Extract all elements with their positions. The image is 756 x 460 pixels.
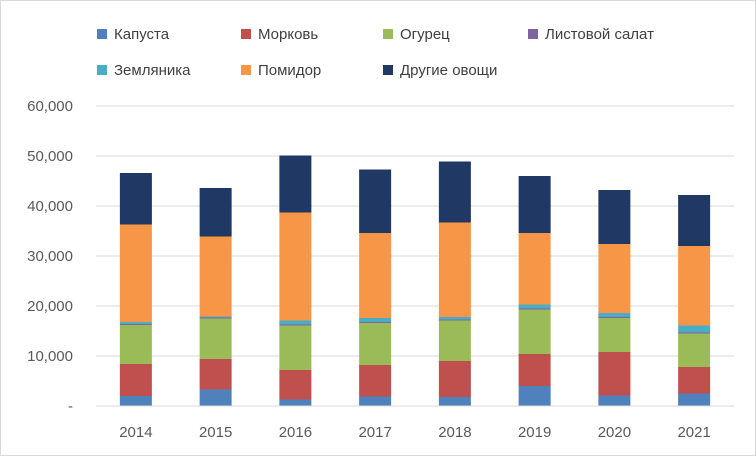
x-axis: 2014 2015 2016 2017 2018 2019 2020 2021 (96, 405, 734, 441)
bar-segment (359, 323, 392, 365)
bar-segment (359, 318, 392, 322)
bar-segment (678, 246, 711, 326)
bar-segment (518, 308, 551, 310)
bar-segment (678, 332, 711, 334)
legend-item: Листовой салат (528, 26, 654, 43)
bar-segment (518, 176, 551, 233)
legend-label: Огурец (400, 26, 450, 43)
bar-segment (119, 364, 152, 396)
y-tick-label: - (68, 398, 73, 415)
y-tick-label: 10,000 (27, 348, 73, 365)
bar-segment (678, 393, 711, 406)
legend-swatch (528, 29, 538, 39)
bar-segment (279, 155, 312, 213)
bar-segment (518, 354, 551, 386)
y-tick-label: 30,000 (27, 248, 73, 265)
legend-swatch (383, 65, 393, 75)
bar-segment (359, 396, 392, 406)
legend-label: Помидор (258, 62, 321, 79)
bar-segment (199, 318, 232, 359)
bar-segment (598, 244, 631, 313)
legend-label: Капуста (114, 26, 170, 43)
bar-segment (359, 169, 392, 233)
legend-item: Огурец (383, 26, 450, 43)
bar-segment (438, 361, 471, 397)
bars (119, 155, 711, 406)
legend-item: Морковь (241, 26, 318, 43)
bar-segment (279, 320, 312, 325)
legend-item: Земляника (97, 62, 191, 79)
bar-segment (678, 325, 711, 333)
legend-item: Другие овощи (383, 62, 497, 79)
gridlines (96, 105, 734, 357)
bar-segment (518, 309, 551, 354)
bar-segment (438, 319, 471, 321)
bar-segment (359, 365, 392, 397)
bar-segment (598, 352, 631, 396)
bar-segment (518, 304, 551, 309)
bar-segment (199, 188, 232, 237)
bar-segment (279, 325, 312, 370)
x-tick-label: 2019 (518, 424, 551, 441)
bar-segment (279, 399, 312, 406)
y-tick-label: 60,000 (27, 98, 73, 115)
y-tick-label: 20,000 (27, 298, 73, 315)
legend-swatch (383, 29, 393, 39)
legend-label: Морковь (258, 26, 318, 43)
bar-segment (598, 318, 631, 352)
x-tick-label: 2015 (199, 424, 232, 441)
x-tick-label: 2018 (438, 424, 471, 441)
legend-swatch (97, 65, 107, 75)
bar-segment (438, 317, 471, 320)
bar-segment (598, 190, 631, 244)
bar-segment (119, 224, 152, 322)
bar-segment (199, 236, 232, 317)
bar-segment (119, 324, 152, 325)
bar-segment (279, 370, 312, 400)
bar-segment (438, 397, 471, 406)
bar-segment (119, 173, 152, 225)
bar-segment (199, 389, 232, 406)
y-tick-label: 50,000 (27, 148, 73, 165)
bar-segment (438, 161, 471, 223)
legend-swatch (241, 29, 251, 39)
bar-segment (598, 317, 631, 318)
bar-segment (359, 233, 392, 318)
bar-segment (678, 367, 711, 394)
legend-item: Капуста (97, 26, 170, 43)
bar-segment (119, 325, 152, 364)
bar-segment (518, 233, 551, 305)
x-tick-label: 2017 (358, 424, 391, 441)
y-axis: - 10,000 20,000 30,000 40,000 50,000 60,000 (27, 98, 73, 415)
bar-segment (119, 322, 152, 324)
bar-segment (598, 395, 631, 406)
legend-item: Помидор (241, 62, 321, 79)
legend-swatch (97, 29, 107, 39)
bar-segment (518, 386, 551, 406)
legend-label: Листовой салат (545, 26, 654, 43)
bar-segment (199, 359, 232, 390)
x-tick-label: 2016 (279, 424, 312, 441)
bar-segment (678, 333, 711, 367)
bar-segment (279, 212, 312, 321)
legend: Капуста Морковь Огурец Листовой салат Землян… (97, 26, 654, 79)
bar-segment (199, 317, 232, 319)
legend-label: Другие овощи (400, 62, 497, 79)
bar-segment (598, 313, 631, 317)
x-tick-label: 2020 (598, 424, 631, 441)
bar-segment (199, 316, 232, 318)
y-tick-label: 40,000 (27, 198, 73, 215)
bar-segment (678, 195, 711, 246)
bar-segment (279, 324, 312, 326)
legend-swatch (241, 65, 251, 75)
x-tick-label: 2014 (119, 424, 152, 441)
bar-segment (438, 222, 471, 317)
bar-segment (119, 396, 152, 406)
x-tick-label: 2021 (677, 424, 710, 441)
bar-segment (359, 322, 392, 323)
bar-segment (438, 320, 471, 361)
legend-label: Земляника (114, 62, 191, 79)
